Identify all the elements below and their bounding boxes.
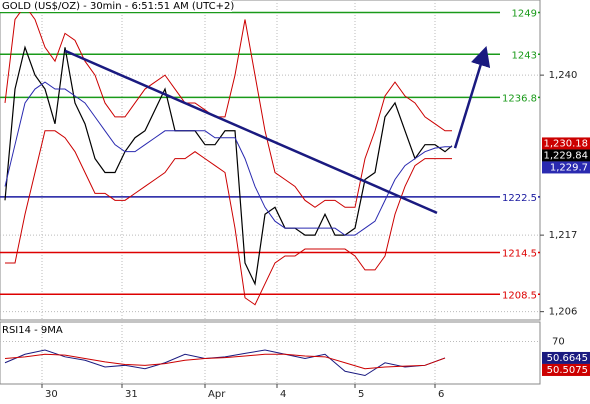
arrow: [453, 46, 491, 149]
price-label: 1,229.7: [550, 162, 588, 173]
trendline: [64, 49, 438, 215]
x-tick-label: 30: [45, 389, 58, 400]
series-line: [4, 81, 452, 236]
level-label-bg: [500, 246, 538, 259]
level-label: 1222.5: [502, 193, 537, 204]
value-box: [542, 351, 590, 364]
level-label: 1243: [512, 50, 537, 61]
x-tick-label: 6: [438, 389, 444, 400]
y-tick-label: 1,217: [549, 230, 578, 241]
y-tick-label: 1,206: [549, 307, 578, 318]
y-tick-label: 70: [552, 337, 565, 348]
series-line: [4, 4, 452, 208]
level-label-bg: [500, 288, 538, 301]
value-label: 50.5075: [547, 365, 588, 376]
rsi-panel: [0, 321, 541, 385]
x-tick-label: Apr: [208, 389, 226, 400]
x-tick-label: 4: [280, 389, 286, 400]
value-box: [542, 363, 590, 376]
main-panel: [0, 0, 541, 321]
value-label: 50.6645: [547, 353, 588, 364]
level-label: 1236.8: [502, 93, 537, 104]
price-label: 1,230.18: [543, 138, 588, 149]
chart-title: GOLD (US$/OZ) - 30min - 6:51:51 AM (UTC+…: [2, 1, 234, 12]
x-tick-label: 31: [125, 389, 138, 400]
title-bg: [0, 0, 232, 12]
x-tick-label: 5: [358, 389, 364, 400]
series-line: [4, 353, 446, 370]
level-label: 1214.5: [502, 249, 537, 260]
price-label-box: [542, 149, 590, 162]
level-label: 1249: [512, 9, 537, 20]
price-label-box: [542, 137, 590, 150]
rsi-title: RSI14 - 9MA: [2, 325, 63, 336]
series-line: [4, 45, 453, 286]
series-line: [4, 349, 446, 377]
level-label-bg: [500, 190, 538, 203]
level-label-bg: [500, 6, 538, 19]
series-line: [5, 130, 452, 306]
y-tick-label: 1,240: [549, 70, 578, 81]
level-label-bg: [500, 48, 538, 61]
level-label-bg: [500, 91, 538, 104]
price-label: 1,229.84: [543, 150, 588, 161]
price-label-box: [542, 161, 590, 174]
level-label: 1208.5: [502, 290, 537, 301]
